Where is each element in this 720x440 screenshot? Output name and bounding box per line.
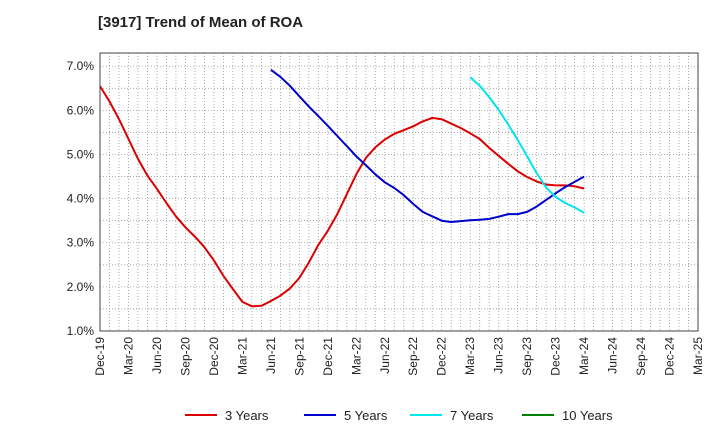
y-tick-label: 1.0% (67, 324, 95, 338)
series-lines (99, 68, 585, 308)
legend-item-5-years: 5 Years (304, 404, 387, 426)
x-tick-label: Mar-22 (349, 337, 363, 375)
x-tick-label: Jun-21 (264, 337, 278, 374)
x-axis-ticks: Dec-19 Mar-20 Jun-20 Sep-20 Dec-20 Mar-21 Jun-… (93, 337, 705, 376)
x-tick-label: Jun-24 (606, 337, 620, 374)
x-tick-label: Dec-24 (663, 337, 677, 376)
x-tick-label: Dec-19 (93, 337, 107, 376)
x-tick-label: Mar-24 (577, 337, 591, 375)
y-tick-label: 5.0% (67, 147, 95, 161)
y-tick-label: 3.0% (67, 236, 95, 250)
y-axis-ticks: 1.0% 2.0% 3.0% 4.0% 5.0% 6.0% 7.0% (67, 59, 95, 338)
legend-swatch (185, 414, 217, 416)
x-tick-label: Dec-20 (207, 337, 221, 376)
legend-item-7-years: 7 Years (410, 404, 493, 426)
x-tick-label: Dec-21 (321, 337, 335, 376)
legend-item-3-years: 3 Years (185, 404, 268, 426)
legend-swatch (522, 414, 554, 416)
legend-swatch (410, 414, 442, 416)
x-tick-label: Mar-23 (463, 337, 477, 375)
x-tick-label: Jun-20 (150, 337, 164, 374)
series-line-5-years (270, 68, 585, 223)
legend-swatch (304, 414, 336, 416)
chart-title: [3917] Trend of Mean of ROA (98, 14, 304, 31)
legend-label: 5 Years (344, 407, 388, 423)
y-tick-label: 7.0% (67, 59, 95, 73)
x-tick-label: Mar-20 (121, 337, 135, 375)
plot-frame (99, 52, 699, 332)
x-tick-label: Jun-23 (492, 337, 506, 374)
x-tick-label: Jun-22 (378, 337, 392, 374)
x-tick-label: Dec-23 (549, 337, 563, 376)
x-tick-label: Mar-25 (691, 337, 705, 375)
legend-label: 10 Years (562, 407, 613, 423)
y-tick-label: 6.0% (67, 103, 95, 117)
legend-label: 7 Years (450, 407, 494, 423)
x-tick-label: Sep-24 (634, 337, 648, 376)
y-tick-label: 4.0% (67, 192, 95, 206)
y-tick-label: 2.0% (67, 280, 95, 294)
legend-label: 3 Years (225, 407, 269, 423)
series-line-7-years (469, 76, 585, 214)
grid (100, 53, 698, 331)
legend-item-10-years: 10 Years (522, 404, 613, 426)
series-line-3-years (99, 85, 585, 308)
x-tick-label: Mar-21 (235, 337, 249, 375)
x-tick-label: Sep-20 (178, 337, 192, 376)
x-tick-label: Sep-23 (520, 337, 534, 376)
legend: 3 Years 5 Years 7 Years 10 Years (0, 404, 720, 426)
x-tick-label: Sep-21 (292, 337, 306, 376)
x-tick-label: Sep-22 (406, 337, 420, 376)
x-tick-label: Dec-22 (435, 337, 449, 376)
